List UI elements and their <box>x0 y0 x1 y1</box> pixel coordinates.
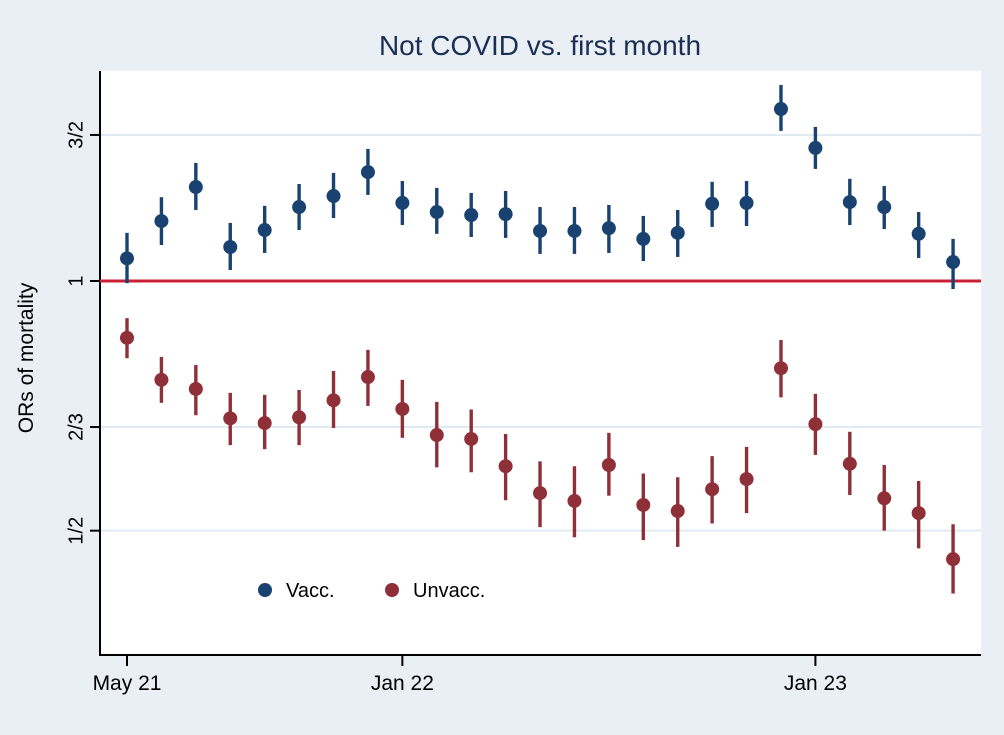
point-marker <box>292 200 307 215</box>
series-container <box>120 85 961 594</box>
point-marker <box>464 208 479 223</box>
point-marker <box>257 223 272 238</box>
point-marker <box>877 200 892 215</box>
point-marker <box>670 225 685 240</box>
point-marker <box>636 231 651 246</box>
y-tick-label-1/2: 1/2 <box>65 517 87 545</box>
point-marker <box>326 393 341 408</box>
x-tick-label-Jan 22: Jan 22 <box>371 672 434 695</box>
legend-unvacc-marker <box>385 583 399 597</box>
point-marker <box>326 189 341 204</box>
point-marker <box>154 214 169 229</box>
legend-vacc-marker <box>258 583 272 597</box>
point-marker <box>567 223 582 238</box>
point-marker <box>120 330 134 345</box>
point-marker <box>533 223 548 238</box>
point-marker <box>464 431 479 446</box>
point-marker <box>429 205 444 220</box>
point-marker <box>498 459 513 474</box>
y-tick-label-1: 1 <box>65 275 87 286</box>
x-axis-ticks: May 21 Jan 22 Jan 23 <box>93 656 847 695</box>
point-marker <box>842 195 857 210</box>
point-marker <box>946 255 961 270</box>
point-marker <box>188 381 203 396</box>
point-marker <box>739 195 754 210</box>
x-tick-label-Jan 23: Jan 23 <box>784 672 847 695</box>
point-marker <box>120 251 134 266</box>
point-marker <box>360 370 375 385</box>
point-marker <box>739 472 754 487</box>
point-marker <box>946 552 961 567</box>
point-marker <box>223 411 238 426</box>
series-vacc <box>120 85 961 290</box>
point-marker <box>395 195 410 210</box>
plot-area <box>100 71 981 655</box>
point-marker <box>670 504 685 519</box>
point-marker <box>877 491 892 506</box>
point-marker <box>533 486 548 501</box>
gridlines <box>100 133 981 532</box>
y-tick-label-3/2: 3/2 <box>65 121 87 149</box>
point-marker <box>636 497 651 512</box>
point-marker <box>154 372 169 387</box>
y-axis-ticks: 3/2 1 2/3 1/2 <box>65 121 100 545</box>
point-marker <box>567 493 582 508</box>
point-marker <box>601 221 616 236</box>
point-marker <box>705 482 720 497</box>
axes <box>99 71 981 656</box>
chart-title: Not COVID vs. first month <box>379 30 701 61</box>
point-marker <box>773 102 788 117</box>
point-marker <box>188 180 203 195</box>
legend-vacc-label: Vacc. <box>286 580 335 602</box>
point-marker <box>257 416 272 431</box>
point-marker <box>911 226 926 241</box>
x-tick-label-May 21: May 21 <box>93 672 162 695</box>
point-marker <box>498 207 513 222</box>
y-tick-label-2/3: 2/3 <box>65 413 87 441</box>
point-marker <box>773 361 788 376</box>
point-marker <box>360 165 375 180</box>
y-axis-title: ORs of mortality <box>15 282 38 433</box>
legend: Vacc. Unvacc. <box>258 580 485 602</box>
point-marker <box>429 428 444 443</box>
point-marker <box>808 417 823 432</box>
point-marker <box>705 196 720 211</box>
point-marker <box>292 410 307 425</box>
point-marker <box>223 239 238 254</box>
point-marker <box>808 140 823 155</box>
series-unvacc <box>120 318 961 594</box>
point-marker <box>601 457 616 472</box>
point-marker <box>911 506 926 521</box>
point-marker <box>395 401 410 416</box>
legend-unvacc-label: Unvacc. <box>413 580 485 602</box>
point-marker <box>842 456 857 471</box>
